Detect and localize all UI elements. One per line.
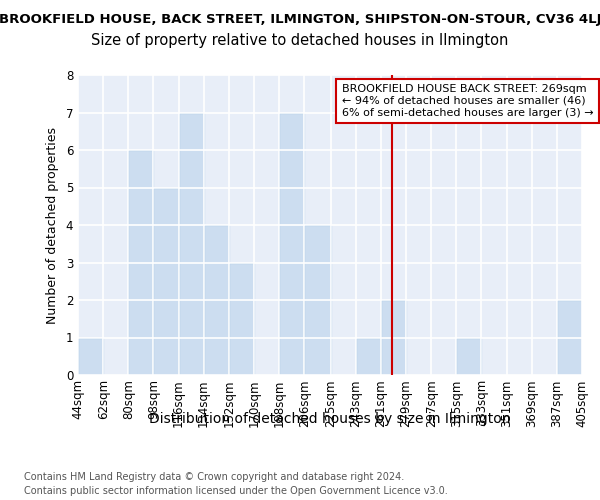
Bar [279,112,304,375]
Bar [557,300,582,375]
Bar [304,225,331,375]
Bar [128,150,154,375]
Bar [356,338,381,375]
Text: BROOKFIELD HOUSE BACK STREET: 269sqm
← 94% of detached houses are smaller (46)
6: BROOKFIELD HOUSE BACK STREET: 269sqm ← 9… [342,84,593,117]
Bar [381,300,406,375]
Text: Contains HM Land Registry data © Crown copyright and database right 2024.: Contains HM Land Registry data © Crown c… [24,472,404,482]
Bar [457,338,481,375]
Text: Contains public sector information licensed under the Open Government Licence v3: Contains public sector information licen… [24,486,448,496]
Y-axis label: Number of detached properties: Number of detached properties [46,126,59,324]
Text: Distribution of detached houses by size in Ilmington: Distribution of detached houses by size … [149,412,511,426]
Bar [203,225,229,375]
Text: Size of property relative to detached houses in Ilmington: Size of property relative to detached ho… [91,32,509,48]
Text: BROOKFIELD HOUSE, BACK STREET, ILMINGTON, SHIPSTON-ON-STOUR, CV36 4LJ: BROOKFIELD HOUSE, BACK STREET, ILMINGTON… [0,12,600,26]
Bar [78,338,103,375]
Bar [154,188,179,375]
Bar [229,262,254,375]
Bar [179,112,203,375]
